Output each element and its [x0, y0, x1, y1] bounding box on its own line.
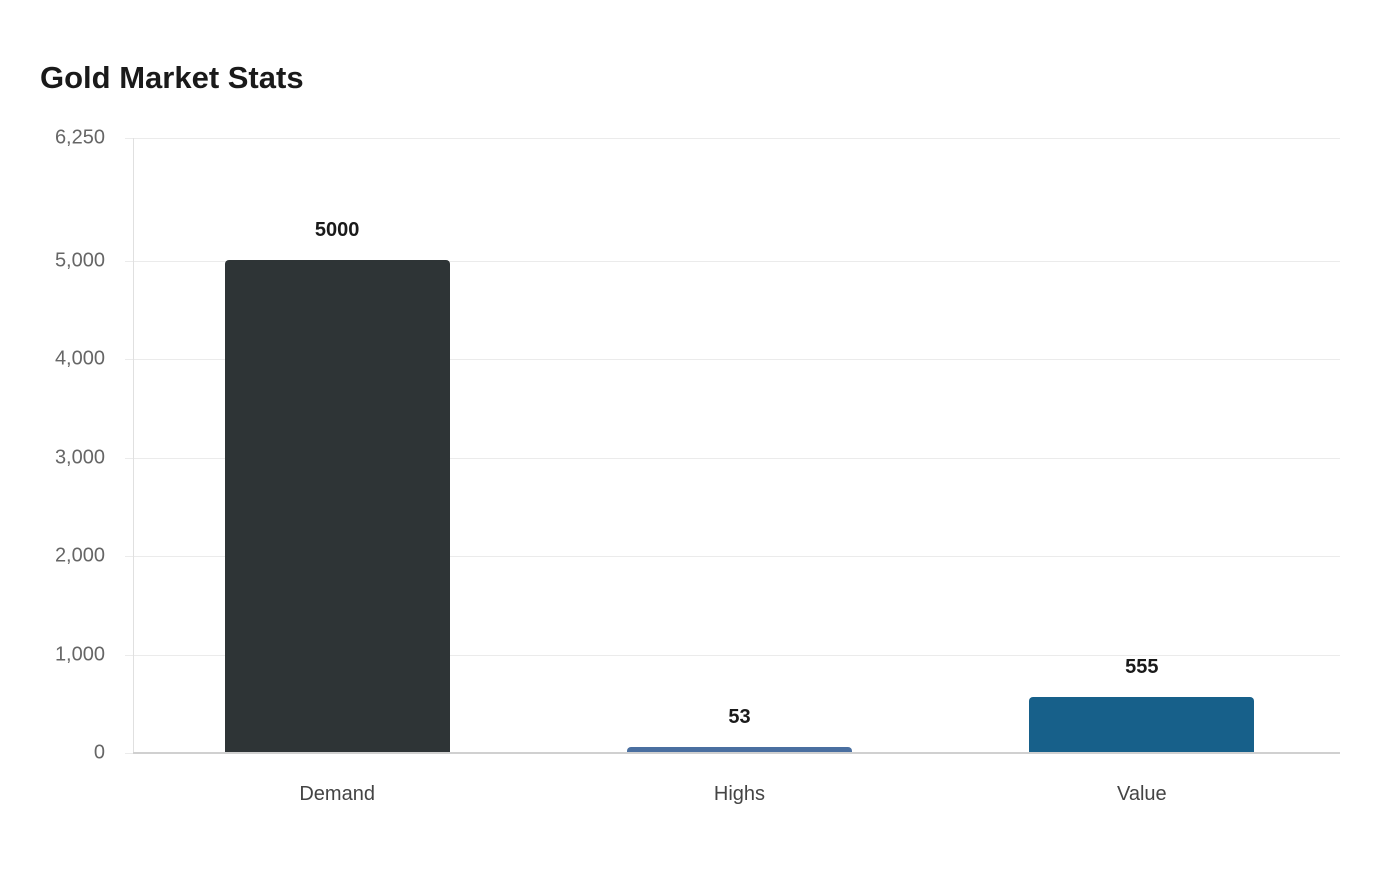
y-tick-label: 6,250 [54, 126, 105, 149]
gridline [125, 359, 1340, 361]
gridline [125, 556, 1340, 558]
gridline [125, 654, 1340, 656]
bar-value[interactable] [1029, 697, 1255, 752]
y-tick-label: 3,000 [54, 446, 105, 469]
gridline [125, 261, 1340, 262]
x-tick-label: Demand [299, 783, 375, 805]
bar-value-label: 5000 [314, 219, 360, 241]
x-axis-line [133, 752, 1340, 754]
bar-highs[interactable] [627, 746, 852, 752]
y-tick-label: 2,000 [54, 544, 105, 567]
y-tick-label: 1,000 [54, 643, 105, 666]
bar-demand[interactable] [224, 260, 450, 752]
bar-value-label: 53 [728, 705, 751, 728]
x-tick-label: Highs [713, 783, 766, 805]
y-axis-line [133, 138, 134, 753]
gridline [125, 138, 1340, 139]
y-tick-label: 0 [93, 741, 105, 764]
y-tick-label: 4,000 [54, 347, 105, 370]
y-tick-label: 5,000 [54, 249, 105, 272]
chart-title: Gold Market Stats [40, 60, 304, 95]
x-tick-label: Value [1116, 783, 1167, 805]
bar-value-label: 555 [1125, 656, 1159, 679]
gridline [125, 457, 1340, 459]
